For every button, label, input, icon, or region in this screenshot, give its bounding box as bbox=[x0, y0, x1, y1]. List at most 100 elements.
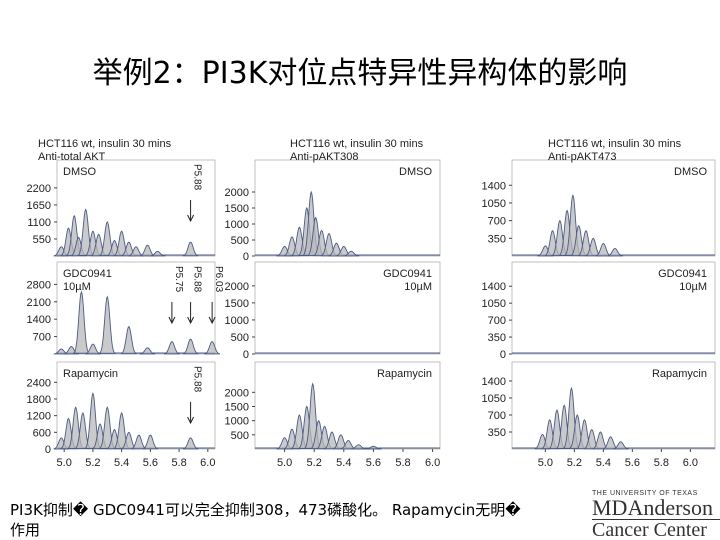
condition-label: GDC0941 bbox=[383, 268, 432, 280]
peak bbox=[98, 295, 116, 354]
x-tick-label: 5.4 bbox=[596, 457, 611, 469]
slide-title: 举例2：PI3K对位点特异性异构体的影响 bbox=[92, 56, 628, 91]
x-tick-label: 5.2 bbox=[307, 457, 322, 469]
column-subheader: Anti-pAKT308 bbox=[290, 151, 358, 163]
caption: PI3K抑制� GDC0941可以完全抑制308，473磷酸化。 Rapamyc… bbox=[10, 500, 521, 540]
condition-label: DMSO bbox=[674, 166, 707, 178]
y-tick-label: 1200 bbox=[27, 411, 51, 423]
panel-frame bbox=[254, 261, 441, 355]
peak bbox=[595, 242, 612, 257]
peak bbox=[607, 247, 623, 257]
peak bbox=[350, 444, 367, 450]
condition-label: GDC0941 bbox=[658, 268, 707, 280]
arrow-head bbox=[187, 316, 195, 325]
y-tick-label: 500 bbox=[231, 235, 249, 247]
x-tick-label: 5.0 bbox=[277, 457, 292, 469]
x-tick-label: 5.4 bbox=[336, 457, 351, 469]
y-tick-label: 0 bbox=[243, 349, 249, 361]
column-header: HCT116 wt, insulin 30 mins bbox=[38, 138, 172, 150]
caption-line: PI3K抑制� GDC0941可以完全抑制308，473磷酸化。 Rapamyc… bbox=[10, 501, 521, 519]
y-tick-label: 700 bbox=[488, 410, 506, 422]
condition-label: Rapamycin bbox=[63, 368, 118, 380]
caption-line: 作用 bbox=[10, 521, 41, 539]
condition-sublabel: 10µM bbox=[63, 281, 91, 293]
y-tick-label: 1500 bbox=[225, 298, 249, 310]
peak-annotation: P6.03 bbox=[213, 266, 224, 293]
condition-label: GDC0941 bbox=[63, 268, 112, 280]
x-tick-label: 5.2 bbox=[567, 457, 582, 469]
peak bbox=[72, 290, 91, 354]
y-tick-label: 2100 bbox=[27, 297, 51, 309]
y-tick-label: 1400 bbox=[27, 314, 51, 326]
peak bbox=[164, 341, 180, 355]
y-tick-label: 1400 bbox=[482, 180, 506, 192]
y-tick-label: 1100 bbox=[27, 217, 51, 229]
arrow-head bbox=[187, 214, 195, 223]
peak bbox=[204, 341, 221, 355]
arrow-head bbox=[208, 316, 216, 325]
peak bbox=[612, 441, 629, 450]
y-tick-label: 2000 bbox=[225, 281, 249, 293]
column-header: HCT116 wt, insulin 30 mins bbox=[290, 138, 424, 150]
y-tick-label: 1050 bbox=[482, 393, 506, 405]
condition-label: DMSO bbox=[63, 166, 96, 178]
x-tick-label: 5.0 bbox=[538, 457, 553, 469]
x-tick-label: 5.8 bbox=[171, 457, 186, 469]
x-tick-label: 5.2 bbox=[85, 457, 100, 469]
y-tick-label: 1500 bbox=[225, 203, 249, 215]
peak bbox=[139, 347, 156, 355]
y-tick-label: 0 bbox=[500, 349, 506, 361]
y-tick-label: 1400 bbox=[482, 281, 506, 293]
y-tick-label: 1050 bbox=[482, 198, 506, 210]
peak bbox=[142, 434, 159, 450]
x-tick-label: 5.6 bbox=[143, 457, 158, 469]
logo-name: MDAnderson bbox=[592, 495, 713, 520]
logo: THE UNIVERSITY OF TEXAS MDAnderson Cance… bbox=[592, 490, 720, 540]
arrow-head bbox=[187, 416, 195, 425]
x-tick-label: 6.0 bbox=[200, 457, 215, 469]
y-tick-label: 700 bbox=[488, 216, 506, 228]
peak bbox=[182, 241, 199, 257]
y-tick-label: 2000 bbox=[225, 387, 249, 399]
x-tick-label: 6.0 bbox=[683, 457, 698, 469]
peak bbox=[131, 434, 147, 450]
y-tick-label: 0 bbox=[243, 251, 249, 263]
x-tick-label: 5.8 bbox=[395, 457, 410, 469]
y-tick-label: 2000 bbox=[225, 187, 249, 199]
peak bbox=[182, 338, 199, 355]
y-tick-label: 1500 bbox=[225, 401, 249, 413]
column-header: HCT116 wt, insulin 30 mins bbox=[548, 138, 682, 150]
peak bbox=[365, 445, 382, 450]
x-tick-label: 5.6 bbox=[625, 457, 640, 469]
condition-sublabel: 10µM bbox=[679, 281, 707, 293]
peak bbox=[85, 343, 101, 355]
y-tick-label: 2200 bbox=[27, 183, 51, 195]
x-tick-label: 5.6 bbox=[366, 457, 381, 469]
column-subheader: Anti-pAKT473 bbox=[548, 151, 616, 163]
peak-annotation: P5.75 bbox=[173, 266, 184, 293]
y-tick-label: 1050 bbox=[482, 298, 506, 310]
x-tick-label: 5.0 bbox=[57, 457, 72, 469]
y-tick-label: 1400 bbox=[482, 376, 506, 388]
y-tick-label: 350 bbox=[488, 332, 506, 344]
x-tick-label: 5.4 bbox=[114, 457, 129, 469]
y-tick-label: 500 bbox=[231, 332, 249, 344]
y-tick-label: 700 bbox=[33, 332, 51, 344]
peak-annotation: P5.88 bbox=[192, 366, 203, 393]
y-tick-label: 2400 bbox=[27, 377, 51, 389]
peak bbox=[343, 250, 360, 257]
y-tick-label: 600 bbox=[33, 427, 51, 439]
y-tick-label: 2800 bbox=[27, 279, 51, 291]
logo-top: THE UNIVERSITY OF TEXAS bbox=[592, 490, 698, 497]
y-tick-label: 700 bbox=[488, 315, 506, 327]
y-tick-label: 1000 bbox=[225, 416, 249, 428]
condition-label: Rapamycin bbox=[652, 368, 707, 380]
peak-annotation: P5.88 bbox=[192, 266, 203, 293]
peak bbox=[182, 437, 199, 450]
y-tick-label: 350 bbox=[488, 233, 506, 245]
peak bbox=[139, 244, 156, 257]
y-tick-label: 1800 bbox=[27, 394, 51, 406]
x-tick-label: 5.8 bbox=[654, 457, 669, 469]
